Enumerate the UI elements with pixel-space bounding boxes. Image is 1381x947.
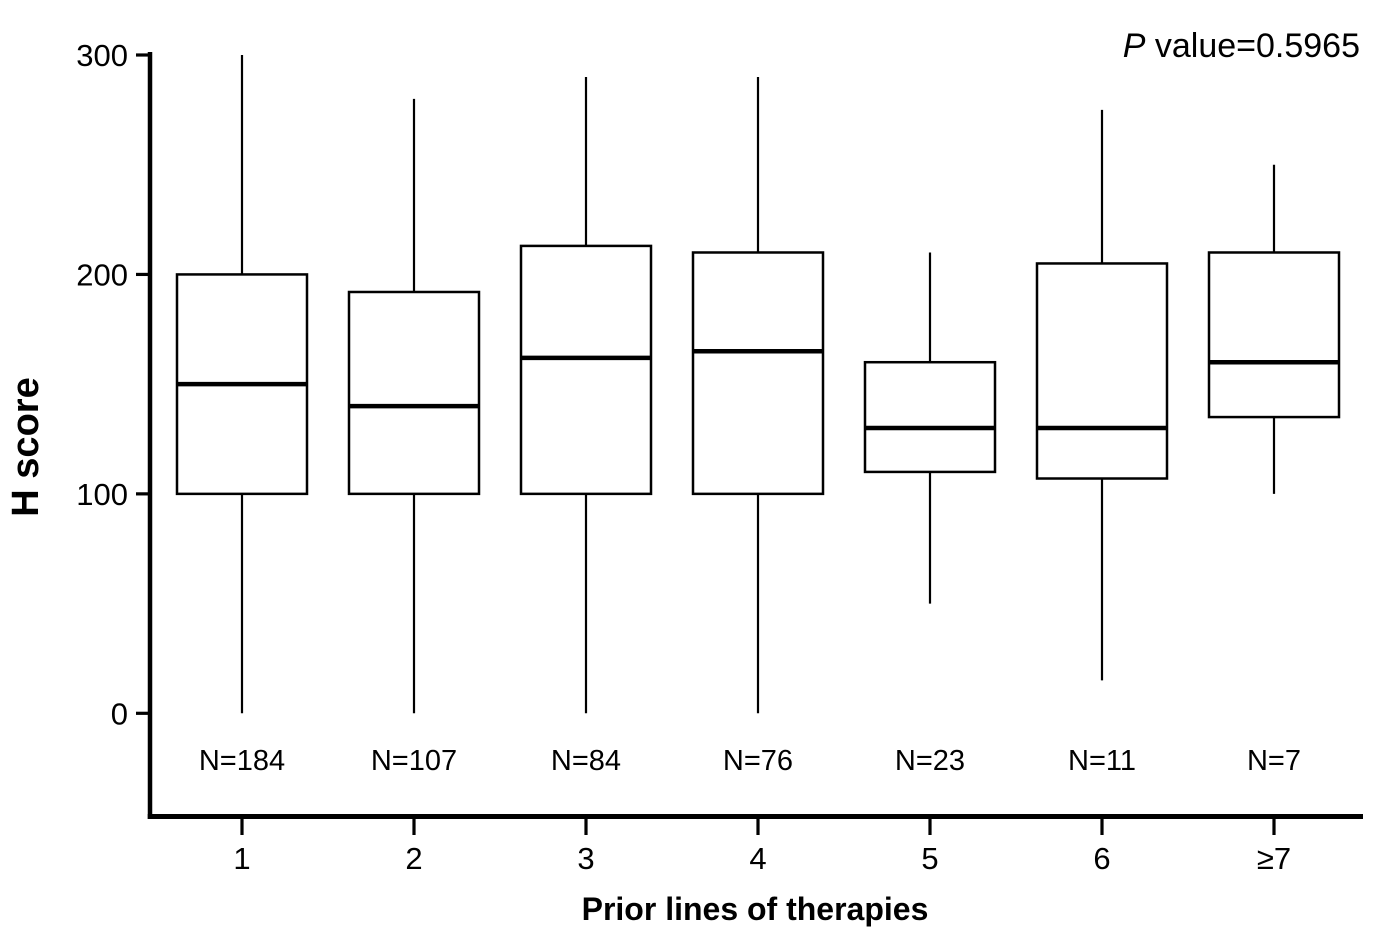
iqr-box bbox=[1035, 262, 1169, 480]
box-group-4: N=76 bbox=[691, 76, 825, 777]
p-value-text: value=0.5965 bbox=[1145, 27, 1360, 65]
n-label: N=23 bbox=[895, 745, 965, 777]
x-axis-title: Prior lines of therapies bbox=[582, 891, 929, 927]
box-group-5: N=23 bbox=[863, 252, 997, 777]
y-tick-label: 300 bbox=[76, 38, 128, 73]
iqr-box bbox=[863, 360, 997, 474]
box-group-1: N=184 bbox=[175, 55, 309, 777]
x-tick-label: 3 bbox=[577, 841, 594, 876]
y-tick-label: 100 bbox=[76, 477, 128, 512]
x-tick-label: 2 bbox=[405, 841, 422, 876]
n-label: N=184 bbox=[199, 745, 285, 777]
n-label: N=76 bbox=[723, 745, 793, 777]
p-value-italic-p: P bbox=[1123, 27, 1146, 65]
y-tick-label: 200 bbox=[76, 257, 128, 292]
n-label: N=11 bbox=[1068, 745, 1136, 777]
x-tick-label: 5 bbox=[921, 841, 938, 876]
box-group-6: N=11 bbox=[1035, 109, 1169, 777]
n-label: N=107 bbox=[371, 745, 457, 777]
y-axis-title: H score bbox=[5, 377, 47, 516]
iqr-box bbox=[691, 251, 825, 496]
x-tick-label: 4 bbox=[749, 841, 766, 876]
box-group-2: N=107 bbox=[347, 98, 481, 777]
p-value-annotation: P value=0.5965 bbox=[1123, 27, 1360, 65]
iqr-box bbox=[347, 290, 481, 496]
box-group-≥7: N=7 bbox=[1207, 164, 1341, 777]
x-tick-label: 6 bbox=[1093, 841, 1110, 876]
y-tick-label: 0 bbox=[111, 696, 128, 731]
box-group-3: N=84 bbox=[519, 76, 653, 777]
iqr-box bbox=[1207, 251, 1341, 419]
x-tick-label: 1 bbox=[233, 841, 250, 876]
x-tick-label: ≥7 bbox=[1257, 841, 1291, 876]
iqr-box bbox=[519, 244, 653, 496]
n-label: N=7 bbox=[1247, 745, 1301, 777]
n-label: N=84 bbox=[551, 745, 621, 777]
